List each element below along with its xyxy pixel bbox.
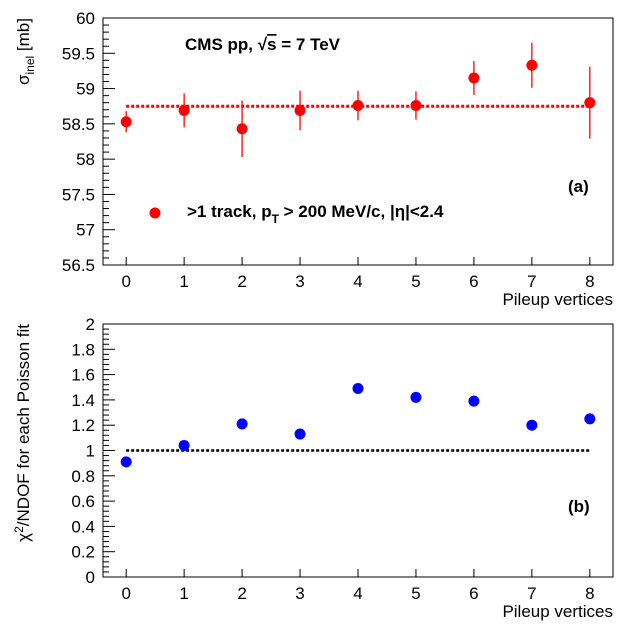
panel-a-y-ticks: 56.5 57 57.5 58 58.5 59 59.5 60: [62, 9, 115, 275]
y-tick-label: 60: [76, 9, 95, 28]
y-tick-label: 58.5: [62, 115, 95, 134]
y-tick-label: 0.4: [71, 517, 95, 536]
panel-b: 0 0.2 0.4 0.6 0.8 1 1.2 1.4 1.6 1.8 2 0 1 2 3 4 5 6 7 8 (b…: [12, 315, 614, 621]
x-tick-label: 0: [121, 272, 130, 291]
x-tick-label: 1: [179, 272, 188, 291]
panel-b-y-ticks: 0 0.2 0.4 0.6 0.8 1 1.2 1.4 1.6 1.8 2: [71, 315, 115, 587]
data-point: [120, 456, 132, 468]
y-tick-label: 0.8: [71, 467, 95, 486]
x-tick-label: 0: [121, 584, 130, 603]
data-point: [410, 391, 422, 403]
data-point: [584, 413, 596, 425]
panel-a-x-ticks: 0 1 2 3 4 5 6 7 8: [121, 257, 595, 291]
x-tick-label: 6: [469, 584, 478, 603]
legend-marker: [149, 207, 161, 219]
y-tick-label: 0.2: [71, 543, 95, 562]
panel-b-x-ticks: 0 1 2 3 4 5 6 7 8: [121, 569, 595, 603]
data-point: [468, 72, 480, 84]
x-tick-label: 7: [527, 584, 536, 603]
data-point: [236, 123, 248, 135]
y-tick-label: 0: [86, 568, 95, 587]
panel-a-annotation: CMS pp, √s = 7 TeV: [185, 35, 341, 54]
y-tick-label: 1.2: [71, 416, 95, 435]
data-point: [410, 100, 422, 112]
x-tick-label: 8: [585, 584, 594, 603]
x-tick-label: 4: [353, 272, 362, 291]
y-tick-label: 57.5: [62, 185, 95, 204]
panel-a-x-axis-title: Pileup vertices: [502, 290, 613, 309]
x-tick-label: 2: [237, 272, 246, 291]
data-point: [294, 428, 306, 440]
panel-b-y-axis-title: χ2/NDOF for each Poisson fit: [12, 324, 33, 542]
y-tick-label: 1.8: [71, 340, 95, 359]
data-point: [120, 116, 132, 128]
y-tick-label: 1.4: [71, 391, 95, 410]
data-point: [178, 104, 190, 116]
x-tick-label: 3: [295, 584, 304, 603]
y-tick-label: 1: [86, 442, 95, 461]
y-tick-label: 2: [86, 315, 95, 334]
x-tick-label: 6: [469, 272, 478, 291]
x-tick-label: 1: [179, 584, 188, 603]
panel-b-x-axis-title: Pileup vertices: [502, 602, 613, 621]
data-point: [584, 97, 596, 109]
data-point: [526, 59, 538, 71]
panel-a-label: (a): [568, 177, 589, 196]
legend-label: >1 track, pT > 200 MeV/c, |η|<2.4: [187, 202, 444, 226]
x-tick-label: 7: [527, 272, 536, 291]
panel-b-points: [120, 383, 596, 468]
y-tick-label: 1.6: [71, 366, 95, 385]
data-point: [236, 418, 248, 430]
data-point: [468, 395, 480, 407]
x-tick-label: 3: [295, 272, 304, 291]
y-tick-label: 57: [76, 221, 95, 240]
data-point: [294, 104, 306, 116]
data-point: [352, 383, 364, 395]
panel-a-frame: [102, 17, 614, 266]
data-point: [526, 419, 538, 431]
x-tick-label: 5: [411, 272, 420, 291]
panel-a-points: [120, 42, 596, 158]
panel-a: 56.5 57 57.5 58 58.5 59 59.5 60 0 1 2 3 4 5 6 7 8 CMS p…: [14, 9, 614, 309]
panel-b-label: (b): [568, 497, 590, 516]
x-tick-label: 2: [237, 584, 246, 603]
x-tick-label: 5: [411, 584, 420, 603]
data-point: [178, 439, 190, 451]
y-tick-label: 59.5: [62, 44, 95, 63]
y-tick-label: 58: [76, 150, 95, 169]
data-point: [352, 100, 364, 112]
y-tick-label: 0.6: [71, 492, 95, 511]
x-tick-label: 8: [585, 272, 594, 291]
y-tick-label: 56.5: [62, 256, 95, 275]
x-tick-label: 4: [353, 584, 362, 603]
panel-a-y-axis-title: σinel [mb]: [14, 18, 37, 85]
y-tick-label: 59: [76, 80, 95, 99]
